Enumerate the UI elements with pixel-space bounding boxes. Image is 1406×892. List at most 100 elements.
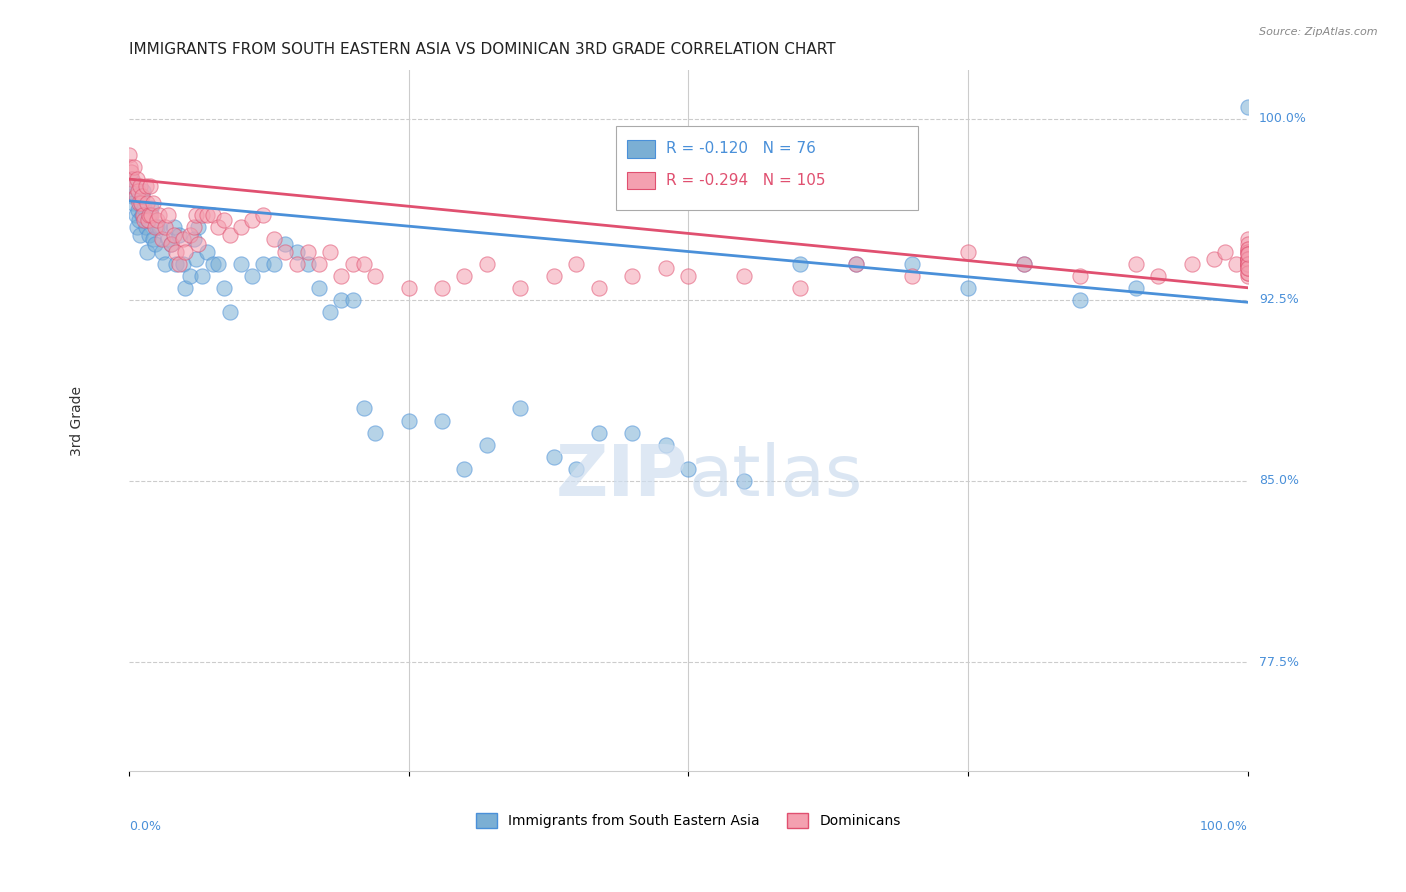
Point [172, 232, 194, 246]
Point [132, 208, 155, 222]
Point [162, 227, 184, 242]
Point [1236, 266, 1258, 280]
Point [129, 196, 152, 211]
Point [1069, 293, 1091, 307]
Point [146, 213, 169, 227]
Point [135, 179, 157, 194]
Point [678, 462, 700, 476]
Point [138, 227, 160, 242]
Point [165, 257, 187, 271]
Point [153, 257, 176, 271]
Point [1147, 268, 1170, 283]
Point [183, 220, 205, 235]
Point [150, 244, 173, 259]
Point [297, 257, 319, 271]
Point [148, 208, 170, 222]
Point [353, 257, 375, 271]
Point [430, 413, 453, 427]
Point [789, 281, 811, 295]
Point [1236, 252, 1258, 266]
Point [1236, 232, 1258, 246]
Point [1069, 268, 1091, 283]
Point [285, 257, 308, 271]
Point [139, 208, 162, 222]
Point [319, 244, 342, 259]
Point [127, 184, 149, 198]
Text: 92.5%: 92.5% [1258, 293, 1299, 306]
Point [156, 208, 179, 222]
Point [1236, 266, 1258, 280]
Point [733, 268, 755, 283]
Point [153, 220, 176, 235]
Point [1236, 261, 1258, 276]
Point [124, 160, 146, 174]
Point [229, 220, 252, 235]
Point [1236, 100, 1258, 114]
Point [143, 220, 166, 235]
Point [128, 213, 150, 227]
Point [173, 281, 195, 295]
Point [297, 244, 319, 259]
Point [1236, 247, 1258, 261]
Point [195, 244, 218, 259]
Point [901, 268, 924, 283]
Point [621, 425, 644, 440]
Text: 100.0%: 100.0% [1258, 112, 1306, 125]
Point [453, 462, 475, 476]
Point [201, 257, 224, 271]
Text: ZIP: ZIP [555, 442, 689, 511]
Point [364, 268, 387, 283]
Point [655, 438, 678, 452]
Point [207, 257, 229, 271]
Point [134, 201, 156, 215]
Point [132, 184, 155, 198]
Point [1236, 268, 1258, 283]
Point [621, 268, 644, 283]
Point [212, 213, 235, 227]
Point [167, 257, 190, 271]
FancyBboxPatch shape [627, 172, 655, 189]
Point [187, 220, 209, 235]
Point [308, 257, 330, 271]
Point [179, 227, 201, 242]
Point [1236, 252, 1258, 266]
Text: Source: ZipAtlas.com: Source: ZipAtlas.com [1260, 27, 1378, 37]
Point [1236, 242, 1258, 256]
Point [150, 232, 173, 246]
Point [118, 184, 141, 198]
Text: 100.0%: 100.0% [1199, 820, 1247, 832]
Point [160, 237, 183, 252]
Point [127, 203, 149, 218]
Point [274, 244, 297, 259]
Point [148, 220, 170, 235]
Point [453, 268, 475, 283]
Point [240, 213, 263, 227]
Point [212, 281, 235, 295]
Point [122, 196, 145, 211]
Point [1236, 244, 1258, 259]
Point [845, 257, 868, 271]
Point [1236, 252, 1258, 266]
Point [142, 196, 165, 211]
Text: 0.0%: 0.0% [129, 820, 160, 832]
Point [136, 213, 159, 227]
Point [179, 268, 201, 283]
Point [122, 179, 145, 194]
FancyBboxPatch shape [627, 140, 655, 158]
Point [252, 257, 274, 271]
Point [1236, 257, 1258, 271]
Point [142, 232, 165, 246]
Point [398, 413, 420, 427]
Point [733, 474, 755, 488]
Point [187, 237, 209, 252]
Point [156, 232, 179, 246]
Point [1236, 252, 1258, 266]
Point [121, 172, 143, 186]
Point [160, 237, 183, 252]
FancyBboxPatch shape [616, 127, 918, 211]
Point [263, 257, 285, 271]
Point [252, 208, 274, 222]
Point [141, 208, 163, 222]
Point [901, 257, 924, 271]
Point [172, 257, 194, 271]
